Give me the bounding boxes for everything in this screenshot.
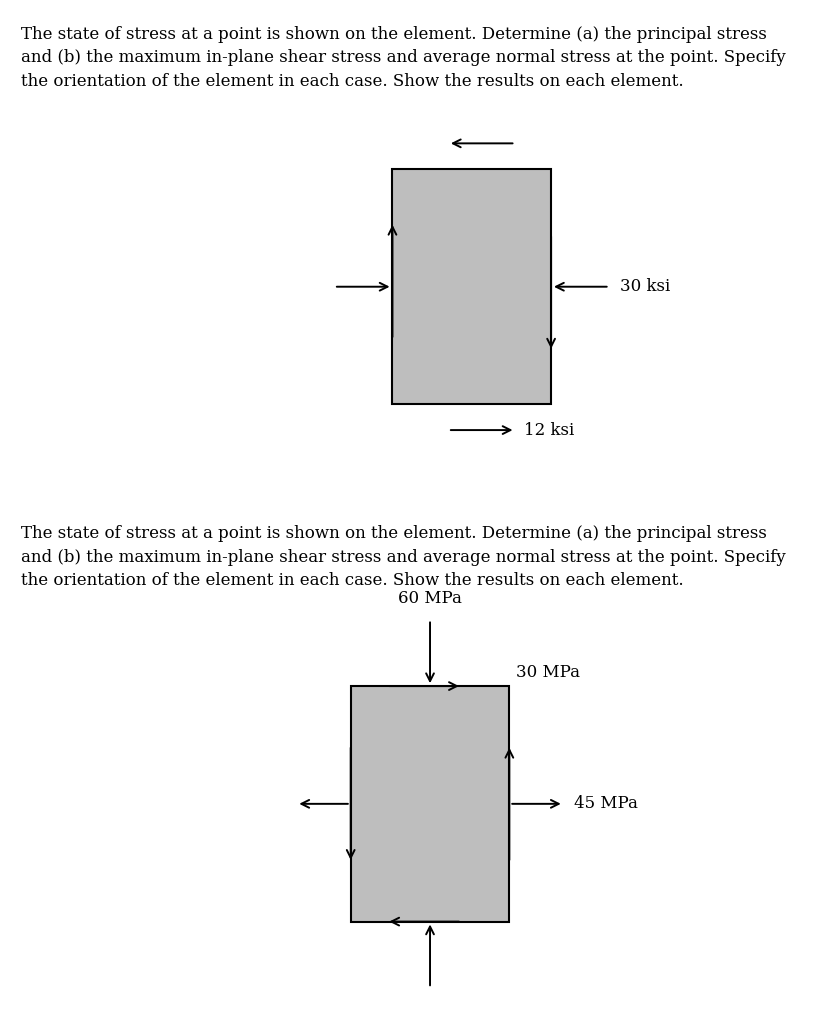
Text: The state of stress at a point is shown on the element. Determine (a) the princi: The state of stress at a point is shown … [21,26,786,90]
Text: The state of stress at a point is shown on the element. Determine (a) the princi: The state of stress at a point is shown … [21,525,786,590]
Text: 45 MPa: 45 MPa [574,796,637,812]
Text: 30 MPa: 30 MPa [516,664,580,681]
Bar [392,169,551,404]
Text: 60 MPa: 60 MPa [398,590,462,607]
Bar [351,686,509,922]
Text: 30 ksi: 30 ksi [620,279,670,295]
Text: 12 ksi: 12 ksi [524,422,574,438]
